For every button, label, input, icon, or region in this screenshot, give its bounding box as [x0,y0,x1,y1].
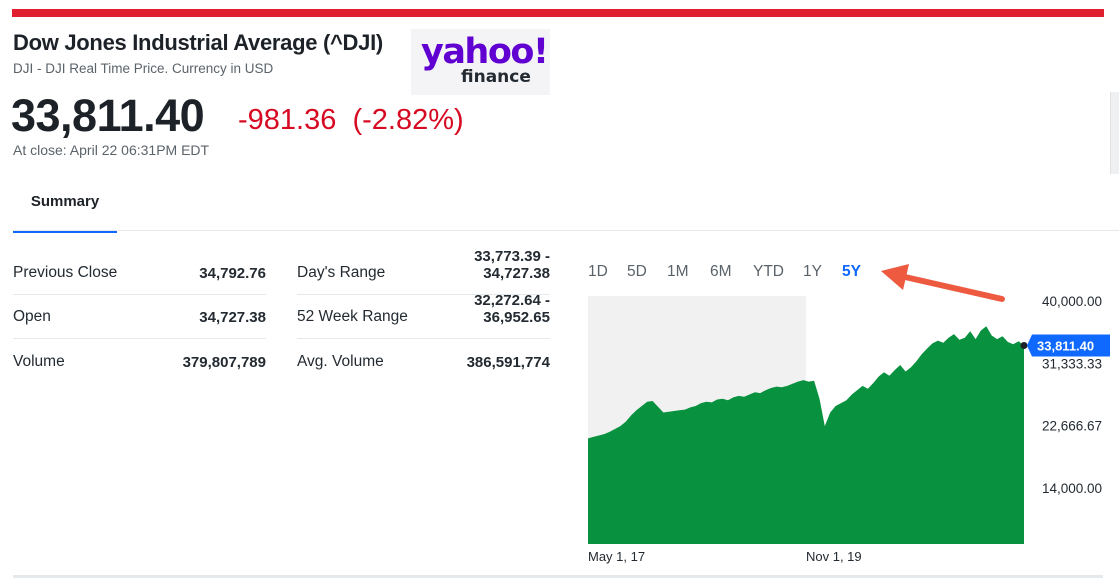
y-tick-label: 31,333.33 [1042,356,1102,371]
stat-value-line: 32,272.64 - [474,292,550,309]
stat-volume: Volume 379,807,789 [13,340,266,384]
current-price: 33,811.40 [11,90,205,141]
x-tick-label: Nov 1, 19 [806,549,862,564]
logo-finance-text: finance [461,67,531,87]
price-area [588,326,1024,544]
arrow-shaft [902,274,1005,302]
top-accent-bar [12,9,1104,17]
stat-value-line: 36,952.65 [483,309,550,326]
x-axis-ticks: May 1, 17 Nov 1, 19 [588,549,862,564]
range-button-1y[interactable]: 1Y [803,263,822,280]
stat-label: 52 Week Range [297,308,408,325]
logo-yahoo-text: yahoo! [421,32,549,72]
range-button-6m[interactable]: 6M [710,263,732,280]
current-price-label: 33,811.40 [1037,339,1094,354]
y-tick-label: 14,000.00 [1042,481,1102,496]
stat-label: Avg. Volume [297,353,384,370]
tab-summary[interactable]: Summary [13,185,117,233]
x-tick-label: May 1, 17 [588,549,645,564]
range-button-1m[interactable]: 1M [667,263,689,280]
stat-previous-close: Previous Close 34,792.76 [13,251,266,295]
stat-days-range: Day's Range 33,773.39 -34,727.38 [297,248,550,295]
stat-label: Day's Range [297,264,386,281]
current-price-tag [1027,334,1110,357]
stat-label: Open [13,308,51,325]
stat-label: Previous Close [13,264,118,281]
range-button-ytd[interactable]: YTD [753,263,784,280]
stat-52-week-range: 52 Week Range 32,272.64 -36,952.65 [297,292,550,339]
range-button-5d[interactable]: 5D [627,263,647,280]
bottom-divider [13,575,1103,578]
scrollbar[interactable] [1110,92,1119,174]
current-price-marker: 33,811.40 [1027,334,1110,357]
y-axis-ticks: 40,000.00 31,333.33 22,666.67 14,000.00 [1042,294,1102,496]
annotation-arrow [881,264,1005,302]
stat-value: 34,727.38 [199,309,266,326]
quote-subtitle: DJI - DJI Real Time Price. Currency in U… [13,61,274,76]
stat-value: 34,792.76 [199,265,266,282]
stat-value: 386,591,774 [466,354,550,371]
y-tick-label: 22,666.67 [1042,419,1102,434]
stat-value: 379,807,789 [182,354,266,371]
range-button-1d[interactable]: 1D [588,263,608,280]
stat-value: 32,272.64 -36,952.65 [474,292,550,326]
range-button-5y[interactable]: 5Y [842,263,861,280]
stat-value-line: 34,727.38 [483,265,550,282]
arrow-head [881,264,909,290]
price-change: -981.36 (-2.82%) [238,104,464,136]
tabs-divider [13,230,1119,231]
stat-open: Open 34,727.38 [13,295,266,339]
close-timestamp: At close: April 22 06:31PM EDT [13,142,210,158]
stat-avg-volume: Avg. Volume 386,591,774 [297,340,550,384]
page-title: Dow Jones Industrial Average (^DJI) [13,30,383,55]
current-price-dot [1020,342,1028,349]
stat-value-line: 33,773.39 - [474,248,550,265]
stat-value: 33,773.39 -34,727.38 [474,248,550,282]
y-tick-label: 40,000.00 [1042,294,1102,309]
yahoo-finance-logo[interactable]: yahoo! finance [411,29,550,95]
tab-summary-label: Summary [30,193,100,210]
stat-label: Volume [13,353,65,370]
